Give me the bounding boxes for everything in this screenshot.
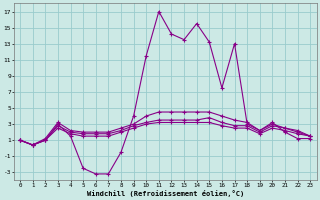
X-axis label: Windchill (Refroidissement éolien,°C): Windchill (Refroidissement éolien,°C) xyxy=(86,190,244,197)
